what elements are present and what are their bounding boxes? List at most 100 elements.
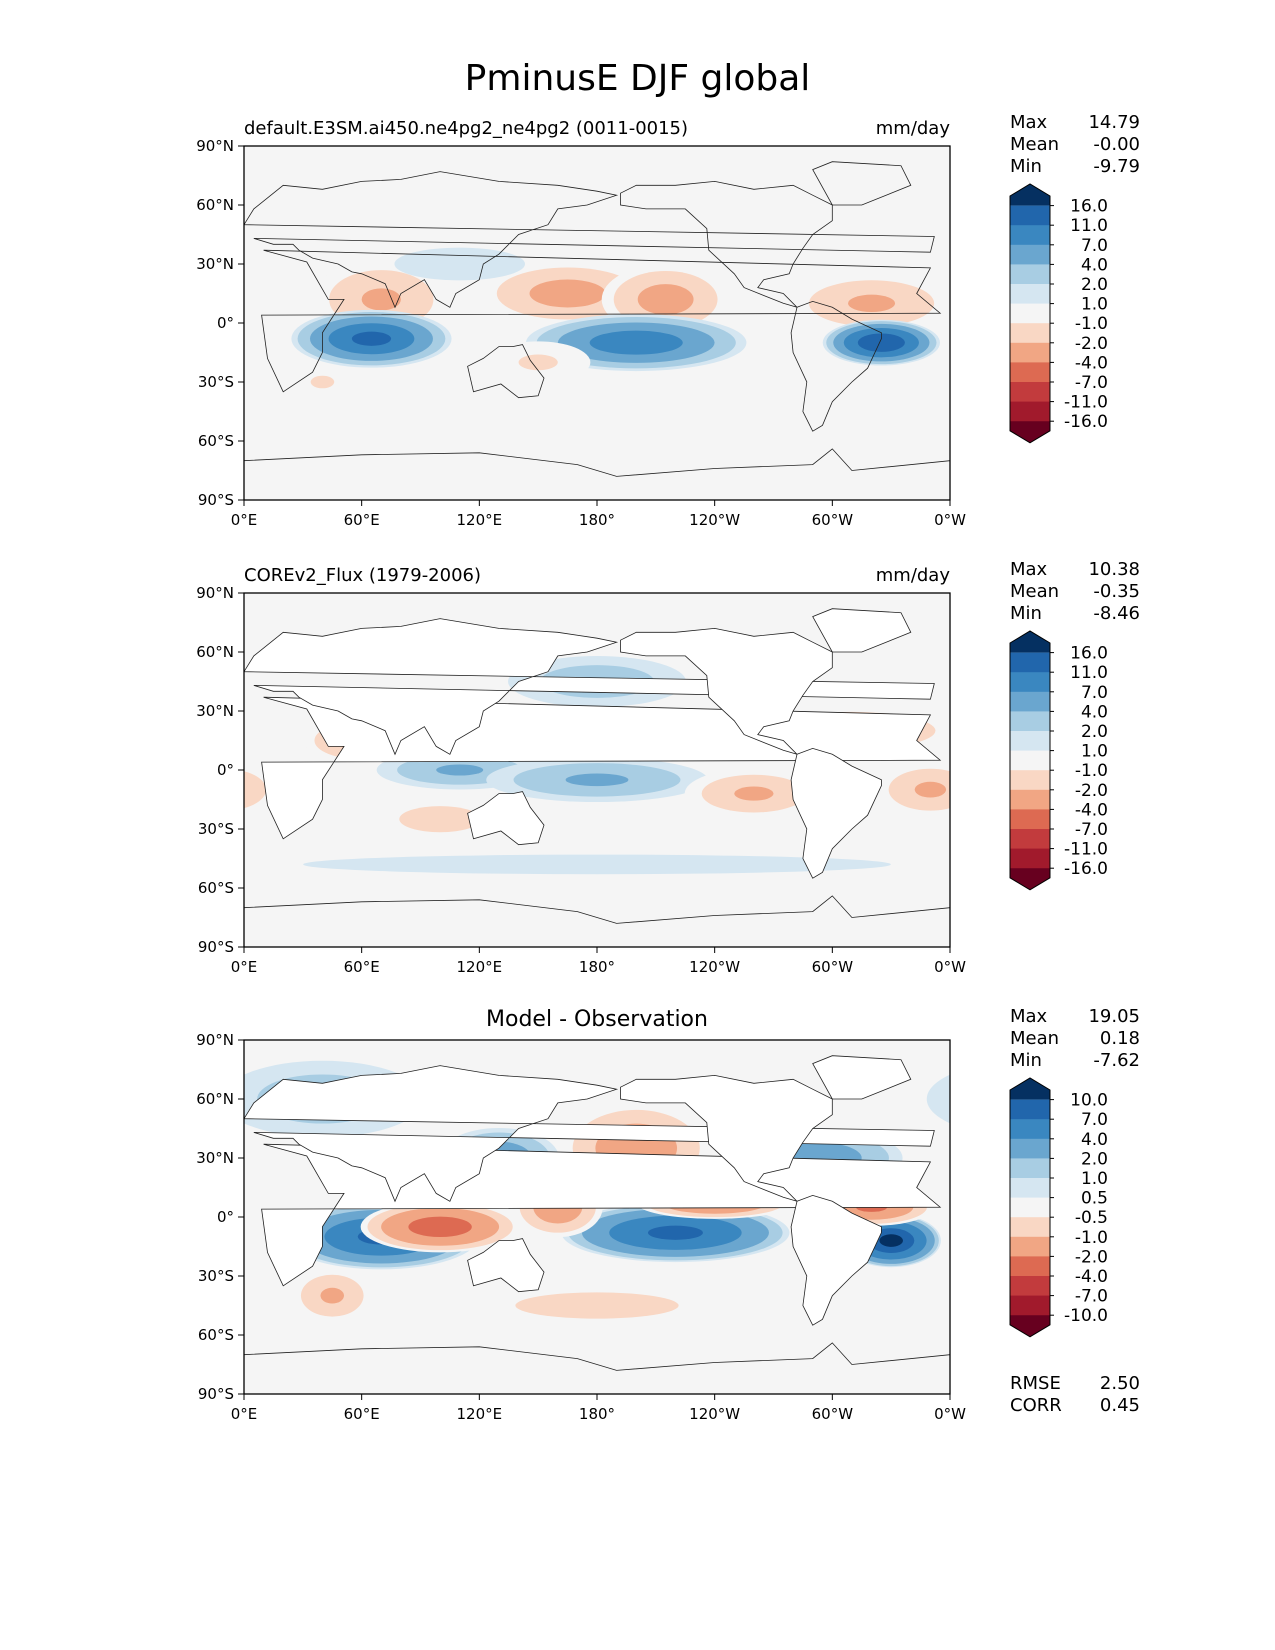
colorbar-label: 7.0 [1081, 1110, 1108, 1130]
colorbar-label: 7.0 [1081, 236, 1108, 256]
contour-blob [310, 375, 335, 389]
colorbar-label: 4.0 [1081, 1130, 1108, 1150]
contour-blob [0, 1285, 18, 1326]
contour-blob [408, 1216, 472, 1238]
colorbar-segment [1010, 770, 1050, 791]
y-tick-label: 90°N [196, 137, 234, 155]
colorbar-label: -16.0 [1064, 412, 1108, 432]
coastline [790, 300, 882, 432]
contour-blob [0, 322, 9, 362]
colorbar-segment [1010, 362, 1050, 383]
contour-blob [162, 1228, 208, 1253]
figure-title: PminusE DJF global [464, 58, 811, 99]
y-tick-label: 30°S [198, 373, 234, 391]
colorbar-segment [1010, 1236, 1050, 1257]
contour-blob [589, 330, 683, 355]
panel-diff-title: Model - Observation [486, 1007, 708, 1032]
contour-blob [529, 279, 606, 308]
panel-obs-stats: Max 10.38 Mean -0.35 Min -8.46 [1010, 559, 1140, 625]
contour-blob [399, 806, 481, 833]
colorbar-extend-bottom [1010, 1315, 1050, 1337]
x-tick-label: 60°W [812, 511, 854, 529]
stat-value: -9.79 [1093, 156, 1140, 177]
x-tick-label: 60°W [812, 958, 854, 976]
colorbar-label: 1.0 [1081, 295, 1108, 315]
coastline [790, 1194, 882, 1326]
contour-blob [0, 1199, 28, 1207]
contour-blob [879, 1234, 903, 1247]
contour-blob [914, 781, 947, 798]
x-tick-label: 60°E [344, 958, 380, 976]
x-tick-label: 0°E [231, 958, 258, 976]
colorbar-label: 1.0 [1081, 1169, 1108, 1189]
contour-blob [1220, 763, 1275, 796]
contour-blob [0, 775, 100, 813]
map-field [0, 1055, 1177, 1394]
contour-blob [565, 773, 629, 787]
colorbar-extend-top [1010, 184, 1050, 206]
contour-blob [1203, 267, 1275, 319]
colorbar-segment [1010, 284, 1050, 305]
map-field [0, 608, 1275, 947]
stat-value: 14.79 [1088, 112, 1140, 133]
colorbar-segment [1010, 809, 1050, 830]
x-tick-label: 120°E [457, 511, 503, 529]
colorbar-label: -11.0 [1064, 393, 1108, 413]
coastline [244, 448, 950, 500]
x-tick-label: 60°E [344, 511, 380, 529]
panel-model-stats: Max 14.79 Mean -0.00 Min -9.79 [1010, 112, 1140, 178]
contour-blob [394, 247, 526, 281]
colorbar-segment [1010, 731, 1050, 752]
y-tick-label: 0° [217, 314, 234, 332]
colorbar-label: -4.0 [1075, 1267, 1108, 1287]
y-tick-label: 60°S [198, 1326, 234, 1344]
stat-label: RMSE [1010, 1373, 1061, 1394]
y-tick-label: 60°N [196, 1090, 234, 1108]
colorbar-segment [1010, 303, 1050, 324]
colorbar-segment [1010, 1256, 1050, 1277]
coastline [812, 1055, 912, 1100]
coastline [790, 747, 882, 879]
contour-blob [1225, 354, 1264, 370]
map-panel-model: 0°E 60°E 120°E 180° 120°W 60°W 0°W 90°N 60°N 30°N… [0, 137, 1275, 529]
contour-blob [0, 769, 117, 819]
contour-blob [1210, 716, 1275, 745]
contour-blob [848, 294, 896, 312]
contour-blob [1186, 261, 1275, 325]
colorbar-label: -7.0 [1075, 820, 1108, 840]
contour-blob [115, 724, 178, 738]
stat-value: -0.35 [1093, 581, 1140, 602]
colorbar-diff: 10.07.04.02.01.00.5-0.5-1.0-2.0-4.0-7.0-… [1009, 1077, 1108, 1338]
contour-blob [518, 354, 558, 371]
colorbar-segment [1010, 225, 1050, 246]
y-tick-label: 0° [217, 1208, 234, 1226]
contour-blob [142, 295, 189, 312]
coastline [620, 627, 833, 755]
coastline [261, 249, 942, 393]
map-panel-obs: 0°E 60°E 120°E 180° 120°W 60°W 0°W 90°N 60°N 30°N… [0, 584, 1275, 976]
contour-blob [351, 331, 392, 346]
contour-blob [58, 1142, 156, 1175]
contour-blob [734, 786, 774, 801]
colorbar-segment [1010, 1217, 1050, 1238]
colorbar-label: 11.0 [1070, 216, 1108, 236]
colorbar-obs: 16.011.07.04.02.01.0-1.0-2.0-4.0-7.0-11.… [1009, 630, 1108, 891]
contour-blob [1114, 1217, 1177, 1237]
colorbar-label: -7.0 [1075, 373, 1108, 393]
x-tick-label: 60°W [812, 1405, 854, 1423]
stat-value: 19.05 [1088, 1006, 1140, 1027]
stat-value: -0.00 [1093, 134, 1140, 155]
contour-blob [0, 1205, 77, 1260]
contour-blob [150, 1202, 181, 1211]
contour-blob [361, 288, 401, 311]
stat-label: Mean [1010, 581, 1060, 602]
colorbar-label: -7.0 [1075, 1287, 1108, 1307]
contour-blob [244, 719, 257, 743]
contour-blob [1236, 280, 1275, 308]
contour-blob [0, 264, 24, 334]
colorbar-extend-bottom [1010, 868, 1050, 890]
stat-value: 0.45 [1099, 1395, 1140, 1416]
colorbar-label: 11.0 [1070, 663, 1108, 683]
y-tick-label: 90°N [196, 1031, 234, 1049]
colorbar-segment [1010, 1138, 1050, 1159]
